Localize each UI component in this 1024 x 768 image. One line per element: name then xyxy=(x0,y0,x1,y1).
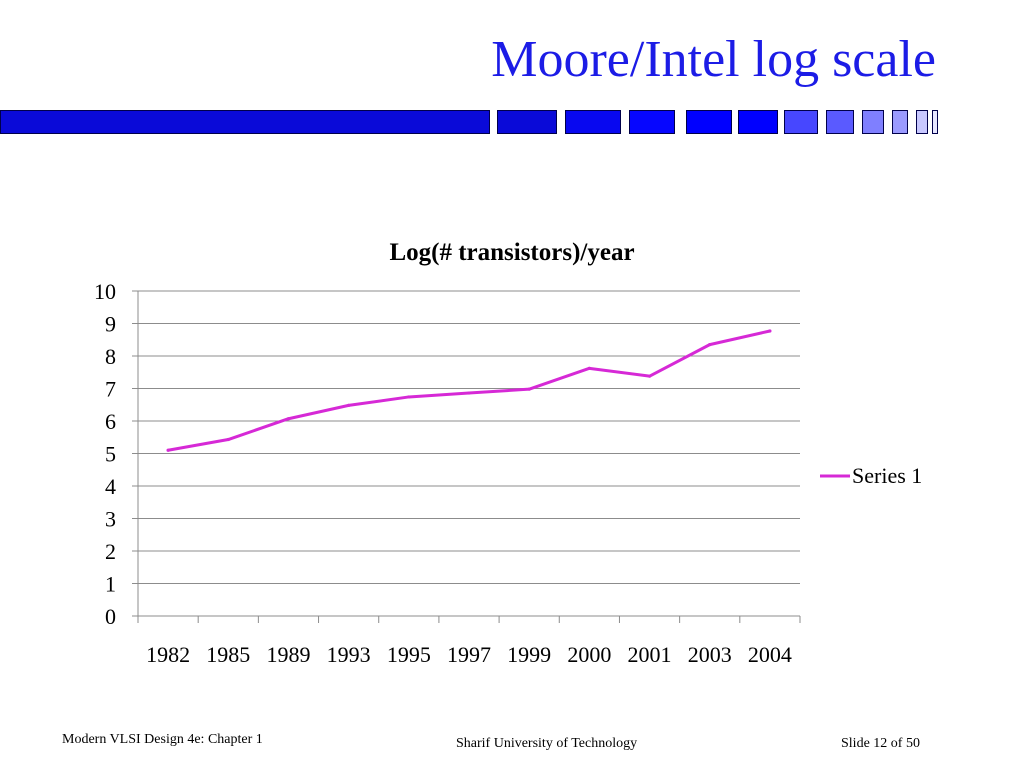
header-decoration-bar xyxy=(0,110,1024,138)
footer-institution: Sharif University of Technology xyxy=(456,736,638,751)
y-tick-label: 5 xyxy=(105,442,116,467)
header-bar-block xyxy=(0,110,490,134)
data-point xyxy=(527,387,531,391)
x-tick-label: 1997 xyxy=(447,642,491,667)
y-tick-label: 4 xyxy=(105,474,116,499)
header-bar-block xyxy=(862,110,884,134)
header-bar-block xyxy=(916,110,928,134)
footer-course: Modern VLSI Design 4e: Chapter 1 xyxy=(62,732,263,747)
data-point xyxy=(166,448,170,452)
data-point xyxy=(768,329,772,333)
x-tick-label: 1982 xyxy=(146,642,190,667)
x-tick-label: 1985 xyxy=(206,642,250,667)
y-tick-label: 6 xyxy=(105,409,116,434)
x-tick-label: 1995 xyxy=(387,642,431,667)
y-tick-label: 8 xyxy=(105,344,116,369)
x-tick-label: 2003 xyxy=(688,642,732,667)
x-tick-label: 2001 xyxy=(628,642,672,667)
header-bar-block xyxy=(497,110,557,134)
x-tick-label: 2004 xyxy=(748,642,792,667)
data-point xyxy=(647,374,652,378)
header-bar-block xyxy=(686,110,732,134)
y-tick-label: 2 xyxy=(105,539,116,564)
data-point xyxy=(226,437,230,442)
y-tick-label: 9 xyxy=(105,312,116,337)
y-tick-label: 3 xyxy=(105,507,116,532)
data-point xyxy=(467,391,471,395)
data-point xyxy=(407,395,411,399)
chart-legend: Series 1 xyxy=(820,463,922,488)
header-bar-block xyxy=(565,110,621,134)
header-bar-block xyxy=(826,110,854,134)
footer-slide-number: Slide 12 of 50 xyxy=(841,736,920,751)
header-bar-block xyxy=(738,110,778,134)
y-tick-label: 10 xyxy=(94,279,116,304)
slide-title: Moore/Intel log scale xyxy=(491,31,936,88)
x-tick-label: 1989 xyxy=(266,642,310,667)
chart-axes: 0 1 2 3 4 5 6 7 8 9 10 1982 1985 1989 1993 1995 1997 1999… xyxy=(94,279,801,667)
legend-label: Series 1 xyxy=(852,463,922,488)
y-tick-label: 7 xyxy=(105,377,116,402)
x-tick-label: 1999 xyxy=(507,642,551,667)
chart-gridlines xyxy=(138,290,800,617)
y-tick-label: 1 xyxy=(105,572,116,597)
line-chart: Log(# transistors)/year 0 1 2 3 4 5 6 7 8 9 10 1982… xyxy=(94,239,922,667)
data-point xyxy=(587,366,591,370)
series-line xyxy=(167,329,771,452)
header-bar-block xyxy=(629,110,675,134)
header-bar-block xyxy=(784,110,818,134)
data-point xyxy=(286,417,291,421)
chart-series-layer xyxy=(166,329,772,452)
header-bar-block xyxy=(932,110,938,134)
data-point xyxy=(708,343,712,347)
x-tick-label: 2000 xyxy=(567,642,611,667)
data-point xyxy=(347,403,351,407)
x-tick-label: 1993 xyxy=(327,642,371,667)
y-tick-label: 0 xyxy=(105,604,116,629)
header-bar-block xyxy=(892,110,908,134)
chart-title: Log(# transistors)/year xyxy=(389,239,634,266)
